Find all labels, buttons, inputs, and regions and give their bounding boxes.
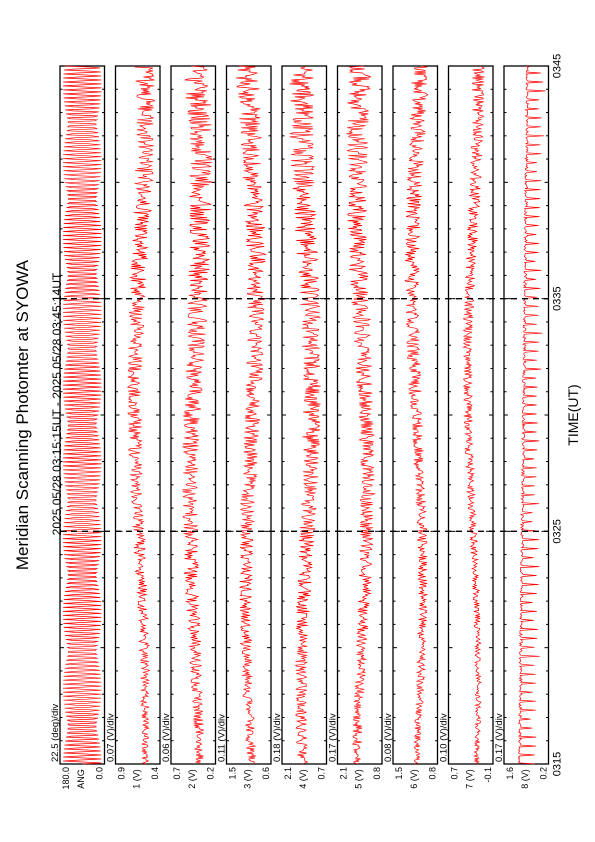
panel-y-label: ANG — [76, 769, 86, 789]
panel-frame — [225, 65, 272, 765]
panel-scale-label: 0.18 (V)/div — [272, 713, 283, 762]
chart-title: Meridian Scanning Photomter at SYOWA — [13, 259, 32, 570]
x-tick-label: 0325 — [552, 519, 564, 543]
panel-y-label: 4 (V) — [298, 769, 308, 789]
panel-y-top: 1.5 — [394, 767, 404, 780]
panel-y-bottom: 0.6 — [261, 767, 271, 780]
panel-y-top: 180.0 — [61, 767, 71, 790]
panel-y-top: 0.9 — [117, 767, 127, 780]
panel-y-label: 5 (V) — [354, 769, 364, 789]
panel-y-top: 0.7 — [450, 767, 460, 780]
panel-y-bottom: 0.4 — [150, 767, 160, 780]
series-line-6 — [346, 65, 376, 765]
series-line-8 — [462, 65, 485, 765]
panel-y-label: 2 (V) — [187, 769, 197, 789]
panel-scale-label: 22.5 (deg)/div — [50, 704, 61, 762]
panel-scale-label: 0.17 (V)/div — [328, 713, 339, 762]
panel-scale-label: 0.10 (V)/div — [439, 713, 450, 762]
panel-y-label: 8 (V) — [520, 769, 530, 789]
x-axis-label: TIME(UT) — [565, 384, 581, 445]
series-line-7 — [404, 65, 429, 765]
series-line-1 — [62, 65, 102, 765]
x-tick-label: 0315 — [552, 752, 564, 776]
series-line-3 — [182, 65, 213, 765]
x-tick-label: 0345 — [552, 54, 564, 78]
panel-scale-label: 0.08 (V)/div — [383, 713, 394, 762]
panel-y-top: 2.1 — [283, 767, 293, 780]
panel-scale-label: 0.17 (V)/div — [494, 713, 505, 762]
panel-y-bottom: 0.8 — [428, 767, 438, 780]
panel-y-bottom: 0.8 — [372, 767, 382, 780]
panel-y-top: 1.6 — [505, 767, 515, 780]
panel-y-label: 3 (V) — [243, 769, 253, 789]
series-line-2 — [126, 65, 156, 765]
panel-frame — [336, 65, 383, 765]
series-line-4 — [236, 65, 267, 765]
panel-y-top: 0.7 — [172, 767, 182, 780]
panel-y-label: 6 (V) — [409, 769, 419, 789]
series-line-5 — [289, 65, 322, 765]
panel-y-label: 7 (V) — [465, 769, 475, 789]
panel-y-label: 1 (V) — [132, 769, 142, 789]
panel-scale-label: 0.06 (V)/div — [161, 713, 172, 762]
panel-y-bottom: -0.1 — [483, 767, 493, 783]
x-tick-label: 0335 — [552, 286, 564, 310]
time-range-label: 2025 05/28 03:15:15UT - 2025 05/28 03:45… — [50, 272, 64, 535]
panel-y-top: 2.1 — [339, 767, 349, 780]
panel-y-bottom: 0.0 — [95, 767, 105, 780]
panel-y-top: 1.5 — [228, 767, 238, 780]
panel-y-bottom: 0.2 — [206, 767, 216, 780]
panel-scale-label: 0.07 (V)/div — [106, 713, 117, 762]
series-line-9 — [517, 65, 546, 765]
panel-scale-label: 0.11 (V)/div — [217, 714, 228, 762]
panel-y-bottom: 0.7 — [317, 767, 327, 780]
panel-y-bottom: 0.2 — [539, 767, 549, 780]
